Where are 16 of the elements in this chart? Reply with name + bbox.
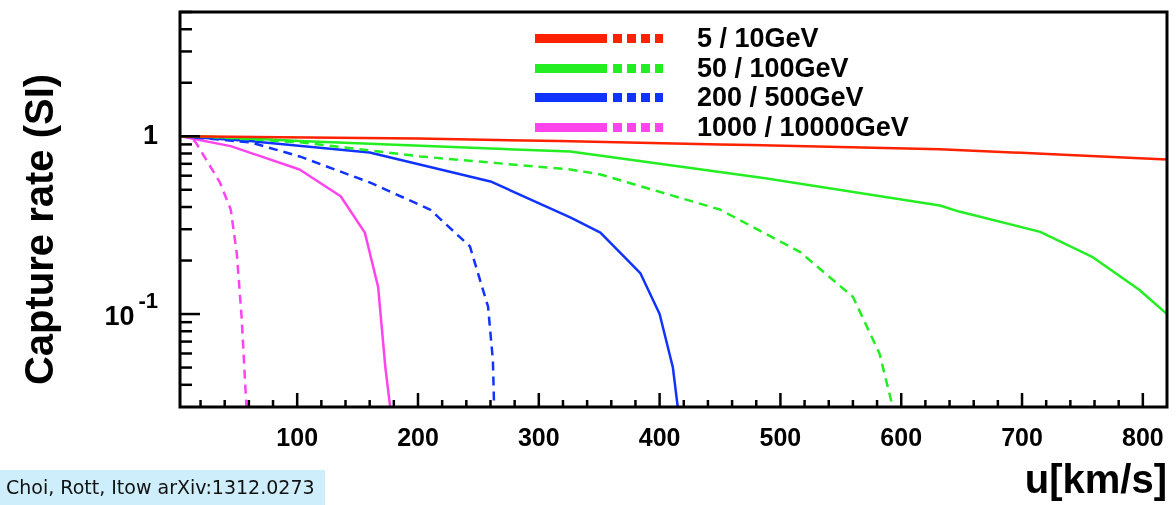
legend-label: 200 / 500GeV	[697, 82, 864, 113]
y-tick-label: 1	[142, 119, 159, 150]
x-tick-label: 700	[1001, 422, 1043, 451]
x-tick-label: 400	[638, 422, 681, 451]
y-axis-title: Capture rate (SI)	[17, 73, 62, 386]
text: Choi, Rott, Itow arXiv:1312.0273	[0, 470, 325, 505]
x-tick-label: 800	[1121, 422, 1164, 451]
legend-label: 1000 / 10000GeV	[697, 111, 909, 142]
x-tick-label: 600	[880, 422, 923, 451]
x-tick-label: 100	[276, 422, 319, 451]
x-tick-label: 200	[397, 422, 439, 451]
legend-label: 5 / 10GeV	[697, 23, 819, 54]
x-axis-title: u[km/s]	[1024, 457, 1167, 502]
x-tick-label: 500	[759, 422, 802, 451]
x-tick-label: 300	[517, 422, 560, 451]
legend-label: 50 / 100GeV	[697, 52, 849, 83]
